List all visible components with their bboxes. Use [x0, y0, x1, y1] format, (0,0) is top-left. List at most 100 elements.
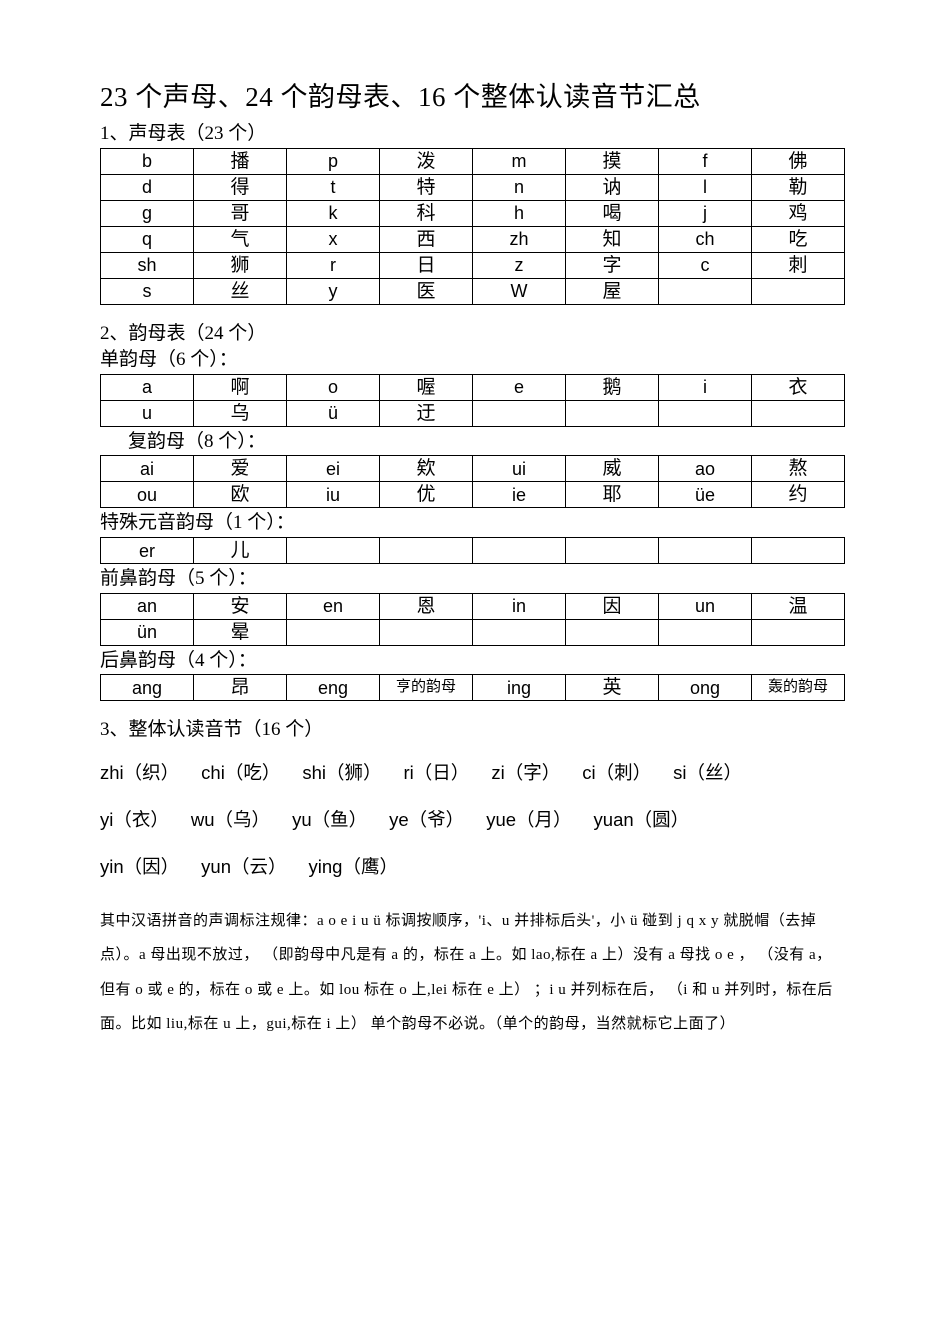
hanzi-cell: 轰的韵母 — [752, 675, 845, 701]
pinyin-cell: ing — [473, 675, 566, 701]
hanzi-cell: 约 — [752, 482, 845, 508]
pinyin-cell — [287, 538, 380, 564]
hanzi-cell: 乌 — [194, 400, 287, 426]
pinyin-cell: z — [473, 252, 566, 278]
pinyin-cell: e — [473, 374, 566, 400]
syllable-item: yue（月） — [486, 797, 571, 844]
hanzi-cell: 佛 — [752, 148, 845, 174]
hanzi-cell: 因 — [566, 593, 659, 619]
vowels-front-nasal-table: an安en恩in因un温ün晕 — [100, 593, 845, 646]
pinyin-cell: er — [101, 538, 194, 564]
pinyin-cell: ei — [287, 456, 380, 482]
vowels-simple-table: a啊o喔e鹅i衣u乌ü迂 — [100, 374, 845, 427]
hanzi-cell — [752, 278, 845, 304]
hanzi-cell: 爱 — [194, 456, 287, 482]
pinyin-cell: q — [101, 226, 194, 252]
pinyin-cell: iu — [287, 482, 380, 508]
syllable-item: shi（狮） — [302, 750, 381, 797]
pinyin-cell: ong — [659, 675, 752, 701]
hanzi-cell: 日 — [380, 252, 473, 278]
hanzi-cell: 安 — [194, 593, 287, 619]
hanzi-cell: 温 — [752, 593, 845, 619]
syllable-item: chi（吃） — [201, 750, 280, 797]
hanzi-cell: 得 — [194, 174, 287, 200]
pinyin-cell: ch — [659, 226, 752, 252]
pinyin-cell: ie — [473, 482, 566, 508]
hanzi-cell — [566, 619, 659, 645]
hanzi-cell: 欸 — [380, 456, 473, 482]
hanzi-cell: 喝 — [566, 200, 659, 226]
hanzi-cell — [752, 619, 845, 645]
pinyin-cell: ai — [101, 456, 194, 482]
pinyin-cell: b — [101, 148, 194, 174]
pinyin-cell: p — [287, 148, 380, 174]
hanzi-cell — [380, 538, 473, 564]
hanzi-cell — [752, 538, 845, 564]
syllable-item: yin（因） — [100, 844, 179, 891]
hanzi-cell: 摸 — [566, 148, 659, 174]
whole-syllables-list: zhi（织）chi（吃）shi（狮）ri（日）zi（字）ci（刺）si（丝）yi… — [100, 750, 845, 892]
hanzi-cell: 知 — [566, 226, 659, 252]
sec2-sub4: 前鼻韵母（5 个）： — [100, 566, 845, 593]
pinyin-cell: h — [473, 200, 566, 226]
hanzi-cell: 衣 — [752, 374, 845, 400]
hanzi-cell: 科 — [380, 200, 473, 226]
pinyin-cell: ao — [659, 456, 752, 482]
pinyin-cell — [659, 538, 752, 564]
syllable-item: yi（衣） — [100, 797, 169, 844]
tone-rule-note: 其中汉语拼音的声调标注规律：a o e i u ü 标调按顺序，'i、u 并排标… — [100, 904, 845, 1042]
pinyin-cell: j — [659, 200, 752, 226]
pinyin-cell — [659, 278, 752, 304]
syllable-item: ci（刺） — [582, 750, 651, 797]
hanzi-cell: 亨的韵母 — [380, 675, 473, 701]
hanzi-cell — [752, 400, 845, 426]
hanzi-cell: 优 — [380, 482, 473, 508]
hanzi-cell: 刺 — [752, 252, 845, 278]
hanzi-cell: 西 — [380, 226, 473, 252]
sec2-sub5: 后鼻韵母（4 个）： — [100, 648, 845, 675]
hanzi-cell: 屋 — [566, 278, 659, 304]
pinyin-cell: W — [473, 278, 566, 304]
hanzi-cell: 字 — [566, 252, 659, 278]
pinyin-cell: sh — [101, 252, 194, 278]
sec2-sub1: 单韵母（6 个）： — [100, 347, 845, 374]
hanzi-cell: 吃 — [752, 226, 845, 252]
pinyin-cell: in — [473, 593, 566, 619]
hanzi-cell: 鹅 — [566, 374, 659, 400]
syllable-item: si（丝） — [673, 750, 742, 797]
hanzi-cell: 迂 — [380, 400, 473, 426]
hanzi-cell: 威 — [566, 456, 659, 482]
pinyin-cell — [659, 400, 752, 426]
hanzi-cell: 泼 — [380, 148, 473, 174]
pinyin-cell: i — [659, 374, 752, 400]
pinyin-cell: d — [101, 174, 194, 200]
hanzi-cell: 狮 — [194, 252, 287, 278]
hanzi-cell: 讷 — [566, 174, 659, 200]
syllable-item: yu（鱼） — [292, 797, 367, 844]
syllable-item: ri（日） — [404, 750, 470, 797]
pinyin-cell — [473, 400, 566, 426]
syllable-item: zhi（织） — [100, 750, 179, 797]
pinyin-cell: x — [287, 226, 380, 252]
pinyin-cell: en — [287, 593, 380, 619]
hanzi-cell: 鸡 — [752, 200, 845, 226]
pinyin-cell: u — [101, 400, 194, 426]
pinyin-cell: ou — [101, 482, 194, 508]
vowels-special-table: er儿 — [100, 537, 845, 564]
hanzi-cell: 耶 — [566, 482, 659, 508]
pinyin-cell: f — [659, 148, 752, 174]
hanzi-cell: 喔 — [380, 374, 473, 400]
vowels-compound-table: ai爱ei欸ui威ao熬ou欧iu优ie耶üe约 — [100, 455, 845, 508]
pinyin-cell — [287, 619, 380, 645]
pinyin-cell: c — [659, 252, 752, 278]
pinyin-cell: g — [101, 200, 194, 226]
pinyin-cell: n — [473, 174, 566, 200]
sec3-heading: 3、整体认读音节（16 个） — [100, 717, 845, 744]
hanzi-cell: 丝 — [194, 278, 287, 304]
sec2-sub3: 特殊元音韵母（1 个）： — [100, 510, 845, 537]
pinyin-cell: a — [101, 374, 194, 400]
hanzi-cell — [566, 538, 659, 564]
hanzi-cell: 啊 — [194, 374, 287, 400]
hanzi-cell: 医 — [380, 278, 473, 304]
hanzi-cell: 儿 — [194, 538, 287, 564]
